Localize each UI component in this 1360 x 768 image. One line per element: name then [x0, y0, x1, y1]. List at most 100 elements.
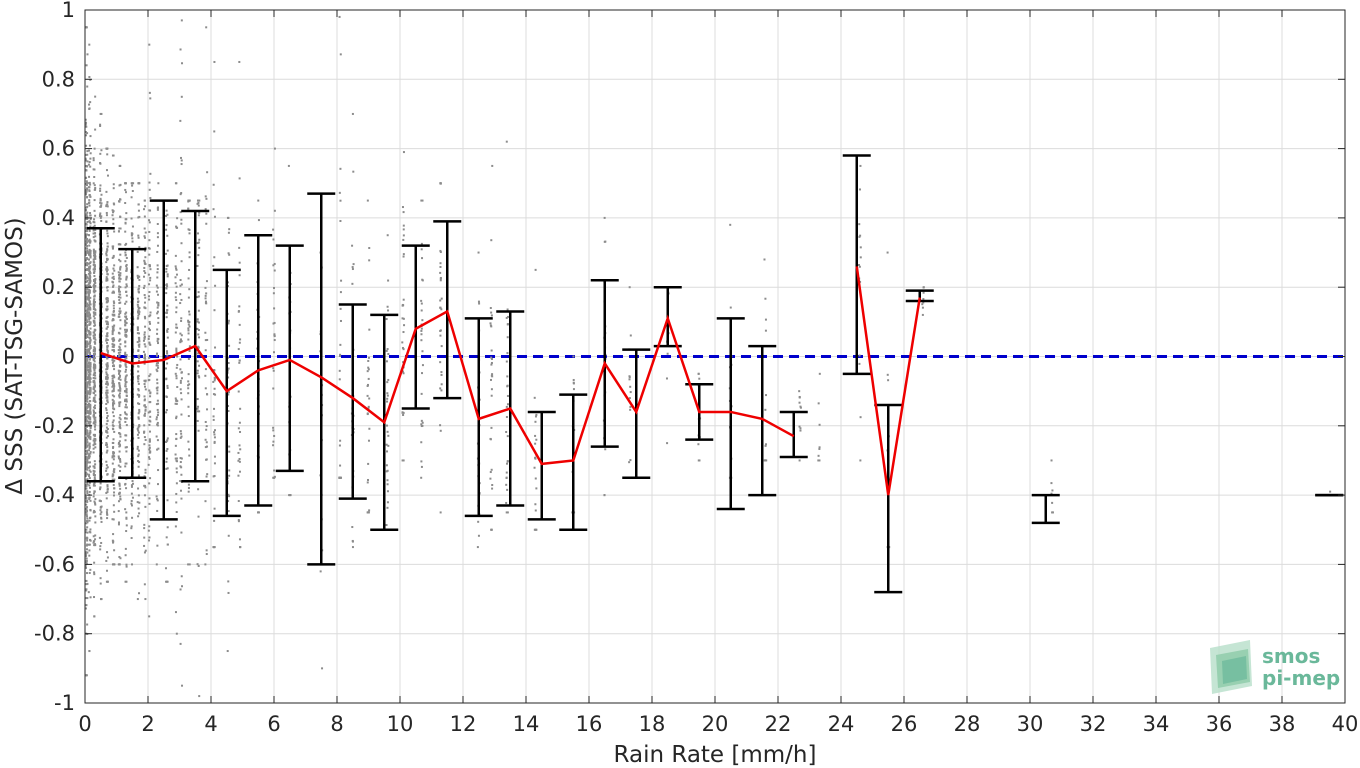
- scatter-point: [85, 433, 88, 436]
- scatter-point: [477, 534, 480, 537]
- scatter-point: [84, 153, 87, 156]
- scatter-point: [85, 121, 88, 124]
- scatter-point: [125, 290, 128, 293]
- scatter-point: [99, 197, 102, 200]
- scatter-point: [227, 362, 230, 365]
- scatter-point: [117, 296, 120, 299]
- scatter-point: [147, 379, 150, 382]
- scatter-point: [86, 452, 89, 455]
- scatter-point: [148, 456, 151, 459]
- scatter-point: [238, 341, 241, 344]
- scatter-point: [238, 361, 241, 364]
- scatter-point: [535, 438, 538, 441]
- scatter-point: [125, 357, 128, 360]
- scatter-point: [86, 460, 89, 463]
- scatter-point: [197, 515, 200, 518]
- scatter-point: [506, 308, 509, 311]
- scatter-point: [119, 327, 122, 330]
- scatter-point: [764, 329, 767, 332]
- scatter-point: [106, 232, 109, 235]
- scatter-point: [148, 356, 151, 359]
- scatter-point: [84, 284, 87, 287]
- scatter-point: [86, 403, 89, 406]
- scatter-point: [505, 501, 508, 504]
- scatter-point: [88, 193, 91, 196]
- scatter-point: [148, 525, 151, 528]
- scatter-point: [124, 580, 127, 583]
- scatter-point: [188, 268, 191, 271]
- scatter-point: [124, 340, 127, 343]
- scatter-point: [137, 365, 140, 368]
- scatter-point: [143, 527, 146, 530]
- scatter-point: [119, 253, 122, 256]
- scatter-point: [86, 310, 89, 313]
- scatter-point: [94, 329, 97, 332]
- scatter-point: [89, 377, 92, 380]
- scatter-point: [144, 357, 147, 360]
- scatter-point: [86, 392, 89, 395]
- scatter-point: [86, 449, 89, 452]
- scatter-point: [106, 147, 109, 150]
- scatter-point: [87, 311, 90, 314]
- scatter-point: [93, 347, 96, 350]
- scatter-point: [85, 436, 88, 439]
- scatter-point: [197, 241, 200, 244]
- scatter-point: [93, 465, 96, 468]
- scatter-point: [166, 352, 169, 355]
- scatter-point: [87, 294, 90, 297]
- scatter-point: [88, 269, 91, 272]
- scatter-point: [144, 438, 147, 441]
- scatter-point: [156, 250, 159, 253]
- scatter-point: [117, 464, 120, 467]
- scatter-point: [85, 583, 88, 586]
- scatter-point: [89, 225, 92, 228]
- scatter-point: [99, 486, 102, 489]
- scatter-point: [85, 277, 88, 280]
- scatter-point: [204, 368, 207, 371]
- scatter-point: [86, 411, 89, 414]
- scatter-point: [125, 268, 128, 271]
- scatter-point: [118, 443, 121, 446]
- scatter-point: [92, 258, 95, 261]
- scatter-point: [88, 473, 91, 476]
- scatter-point: [113, 264, 116, 267]
- scatter-point: [118, 401, 121, 404]
- scatter-point: [106, 297, 109, 300]
- scatter-point: [112, 387, 115, 390]
- scatter-point: [100, 505, 103, 508]
- scatter-point: [86, 251, 89, 254]
- scatter-point: [93, 615, 96, 618]
- scatter-point: [197, 375, 200, 378]
- scatter-point: [92, 308, 95, 311]
- scatter-point: [88, 220, 91, 223]
- scatter-point: [489, 471, 492, 474]
- scatter-point: [86, 458, 89, 461]
- scatter-point: [175, 415, 178, 418]
- scatter-point: [88, 282, 91, 285]
- scatter-point: [117, 271, 120, 274]
- scatter-point: [385, 470, 388, 473]
- scatter-point: [180, 497, 183, 500]
- scatter-point: [197, 295, 200, 298]
- scatter-point: [196, 407, 199, 410]
- scatter-point: [125, 318, 128, 321]
- scatter-point: [111, 357, 114, 360]
- scatter-point: [86, 466, 89, 469]
- scatter-point: [105, 376, 108, 379]
- scatter-point: [386, 394, 389, 397]
- scatter-point: [149, 97, 152, 100]
- scatter-point: [84, 473, 87, 476]
- scatter-point: [385, 524, 388, 527]
- scatter-point: [85, 589, 88, 592]
- scatter-point: [88, 530, 91, 533]
- scatter-point: [148, 315, 151, 318]
- scatter-point: [88, 396, 91, 399]
- scatter-point: [156, 232, 159, 235]
- scatter-point: [665, 377, 668, 380]
- scatter-point: [439, 424, 442, 427]
- scatter-point: [922, 286, 925, 289]
- scatter-point: [858, 235, 861, 238]
- scatter-point: [273, 307, 276, 310]
- scatter-point: [111, 331, 114, 334]
- scatter-point: [125, 450, 128, 453]
